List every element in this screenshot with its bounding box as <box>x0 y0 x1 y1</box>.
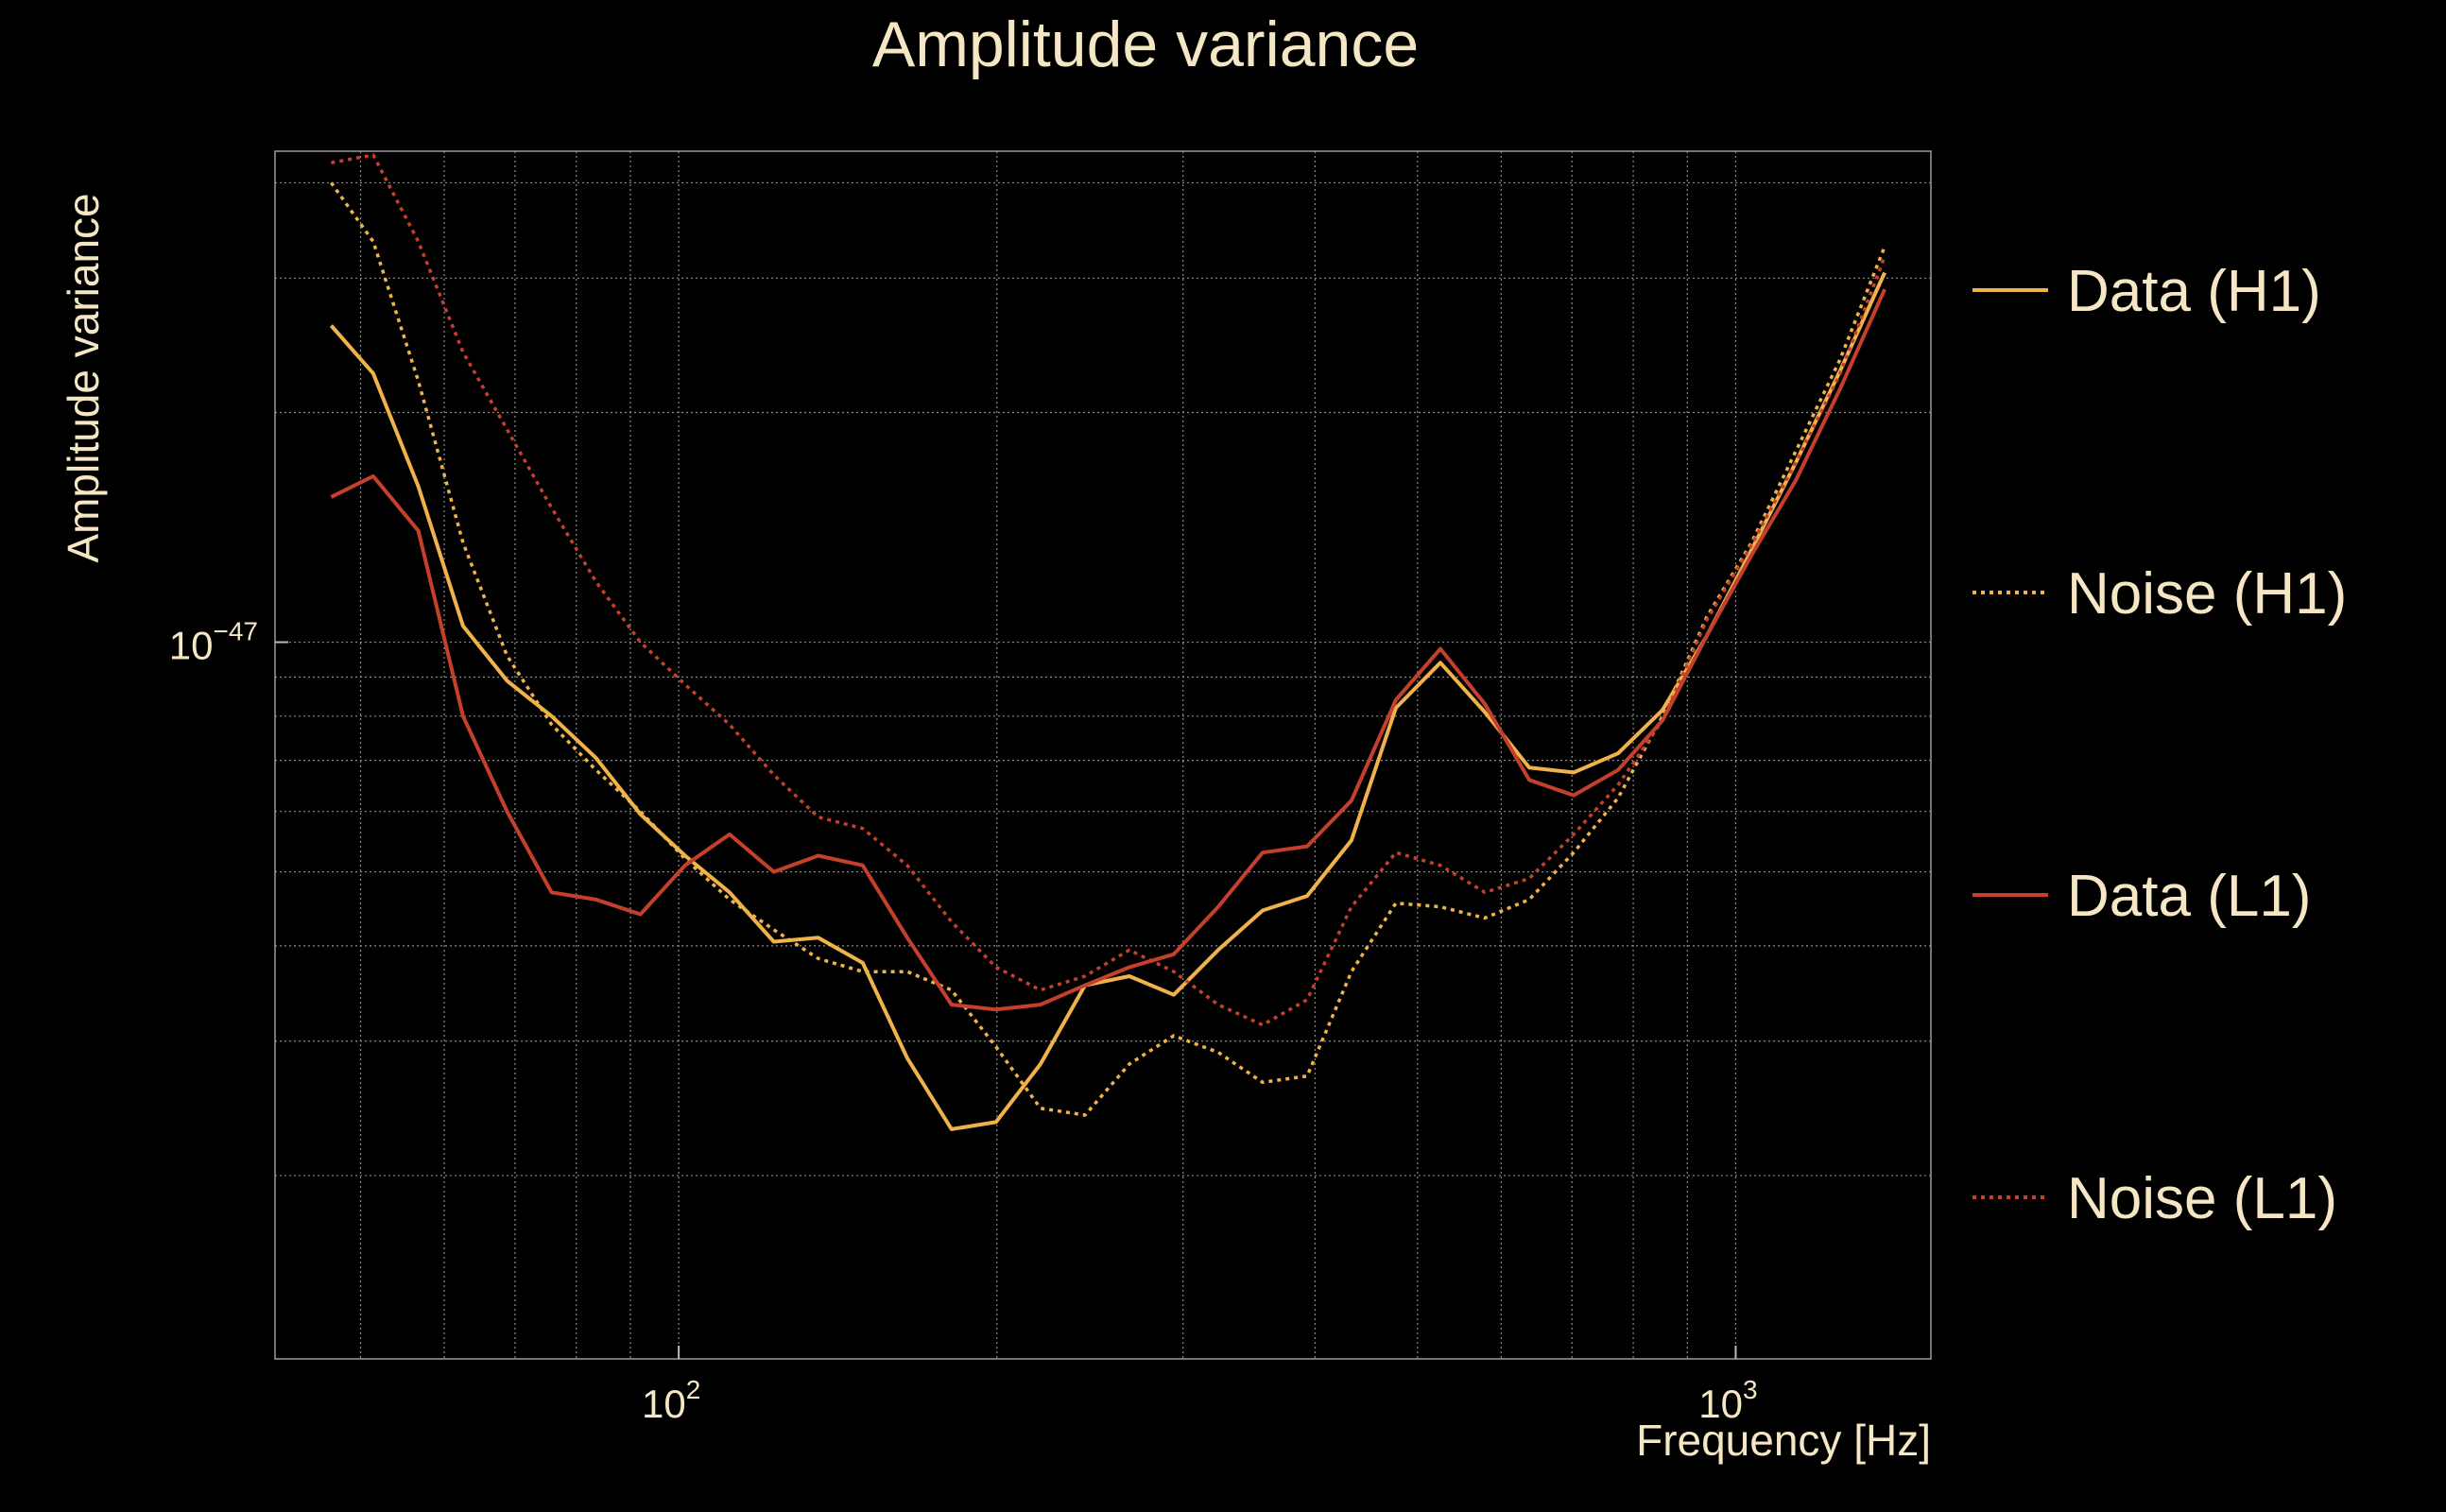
plot-frame <box>274 150 1932 1360</box>
chart-title: Amplitude variance <box>872 9 1419 80</box>
legend-label-noise-l1: Noise (L1) <box>2067 1166 2337 1231</box>
legend-label-data-h1: Data (H1) <box>2067 259 2321 324</box>
x-tick-label: 102 <box>642 1375 700 1426</box>
y-tick-label: 10−47 <box>169 617 258 668</box>
x-tick-label: 103 <box>1698 1375 1757 1426</box>
grid-lines <box>275 151 1931 1359</box>
tick-labels: 102 103 10−47 <box>169 617 1758 1426</box>
series-line-data-l1 <box>330 288 1886 1012</box>
legend-label-noise-h1: Noise (H1) <box>2067 561 2347 627</box>
y-axis-label: Amplitude variance <box>59 193 108 562</box>
series-line-data-h1 <box>329 271 1886 1131</box>
x-axis-label: Frequency [Hz] <box>1636 1416 1931 1465</box>
legend-label-data-l1: Data (L1) <box>2067 864 2311 929</box>
series-line-noise-l1 <box>331 153 1886 1027</box>
series-lines <box>329 153 1886 1131</box>
series-line-noise-h1 <box>329 181 1886 1117</box>
legend: Data (H1) Noise (H1) Data (L1) Noise (L1) <box>1972 259 2347 1231</box>
